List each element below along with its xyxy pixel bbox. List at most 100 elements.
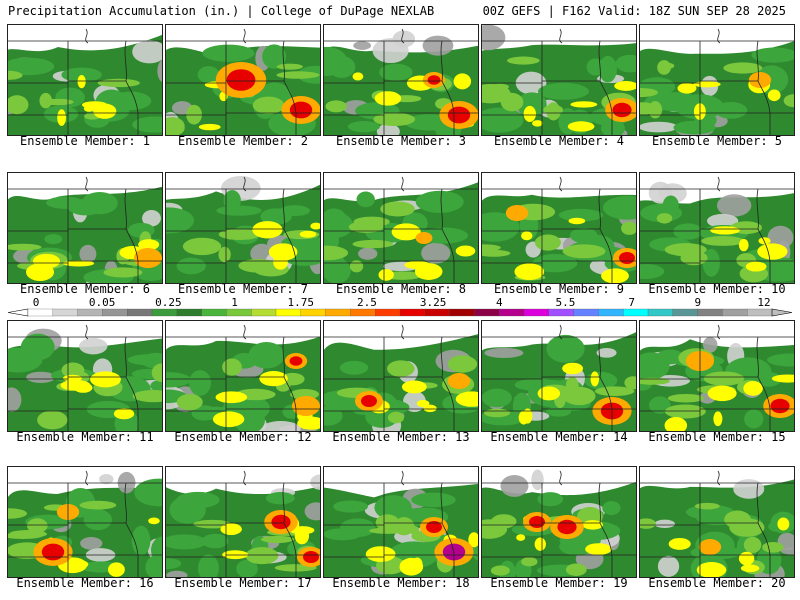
state-borders <box>8 28 162 135</box>
precip-map <box>8 321 162 431</box>
precip-map <box>166 173 320 283</box>
ensemble-member-map <box>481 320 637 432</box>
precip-map <box>324 467 478 577</box>
scale-swatch <box>226 308 252 317</box>
ensemble-member-map <box>7 24 163 136</box>
state-borders <box>482 324 636 431</box>
state-borders <box>482 176 636 283</box>
precip-map <box>324 25 478 135</box>
scale-tick-label: 1.75 <box>287 296 314 309</box>
state-borders <box>8 470 162 577</box>
precip-map <box>482 25 636 135</box>
scale-tick-label: 5.5 <box>556 296 576 309</box>
dry-area <box>482 321 636 351</box>
scale-tick-label: 0.05 <box>89 296 116 309</box>
precip-map <box>324 321 478 431</box>
scale-tick-label: 7 <box>628 296 635 309</box>
ensemble-member-label: Ensemble Member: 12 <box>174 430 312 444</box>
state-borders <box>640 324 794 431</box>
ensemble-member-label: Ensemble Member: 6 <box>19 282 151 296</box>
scale-swatch <box>27 308 54 317</box>
valid-time-label: 00Z GEFS | F162 Valid: 18Z SUN SEP 28 20… <box>482 4 786 18</box>
scale-swatch <box>523 308 550 317</box>
color-scale-bar: 0 0.05 0.25 1 1.75 2.5 3.25 4 5.5 7 9 12 <box>7 296 793 317</box>
scale-swatch <box>325 308 351 317</box>
dry-area <box>8 173 162 200</box>
dry-area <box>8 25 162 52</box>
ensemble-member-label: Ensemble Member: 19 <box>490 576 628 590</box>
ensemble-member-map <box>639 24 795 136</box>
ensemble-member-map <box>323 24 479 136</box>
scale-swatch <box>747 308 773 317</box>
scale-swatch <box>151 308 178 317</box>
state-borders <box>482 28 636 135</box>
scale-swatch <box>647 308 674 317</box>
scale-tick-label: 0 <box>33 296 40 309</box>
scale-swatch <box>176 308 203 317</box>
scale-swatch <box>375 308 401 317</box>
precip-map <box>166 321 320 431</box>
ensemble-member-label: Ensemble Member: 3 <box>335 134 467 148</box>
state-borders <box>166 28 320 135</box>
precip-map <box>640 173 794 283</box>
dry-area <box>640 321 794 351</box>
ensemble-member-label: Ensemble Member: 10 <box>648 282 786 296</box>
state-borders <box>324 28 478 135</box>
ensemble-member-map <box>323 320 479 432</box>
scale-swatch <box>449 308 475 317</box>
precip-map <box>482 321 636 431</box>
scale-swatch <box>722 308 748 317</box>
ensemble-member-label: Ensemble Member: 17 <box>174 576 312 590</box>
ensemble-member-map <box>165 466 321 578</box>
scale-tick-label: 4 <box>496 296 503 309</box>
precip-map <box>482 467 636 577</box>
ensemble-member-label: Ensemble Member: 11 <box>16 430 154 444</box>
dry-area <box>482 173 636 201</box>
scale-tick-label: 0.25 <box>155 296 182 309</box>
scale-swatch <box>77 308 103 317</box>
state-borders <box>324 176 478 283</box>
ensemble-member-map <box>7 320 163 432</box>
ensemble-member-map <box>7 466 163 578</box>
ensemble-member-label: Ensemble Member: 8 <box>335 282 467 296</box>
scale-swatch <box>52 308 79 317</box>
state-borders <box>8 324 162 431</box>
dry-area <box>324 321 478 350</box>
scale-tick-label: 2.5 <box>357 296 377 309</box>
precip-map <box>324 173 478 283</box>
scale-swatch <box>127 308 153 317</box>
state-borders <box>166 176 320 283</box>
scale-swatch <box>548 308 575 317</box>
ensemble-member-map <box>7 172 163 284</box>
scale-max-arrow <box>771 308 793 317</box>
scale-swatch <box>697 308 723 317</box>
scale-tick-label: 3.25 <box>420 296 447 309</box>
ensemble-member-map <box>481 466 637 578</box>
scale-tick-label: 12 <box>757 296 770 309</box>
precip-map <box>640 467 794 577</box>
ensemble-member-map <box>639 320 795 432</box>
ensemble-member-map <box>639 172 795 284</box>
scale-swatch <box>623 308 649 317</box>
scale-swatch <box>672 308 699 317</box>
ensemble-member-label: Ensemble Member: 14 <box>490 430 628 444</box>
state-borders <box>166 470 320 577</box>
ensemble-member-map <box>165 320 321 432</box>
ensemble-member-map <box>323 172 479 284</box>
state-borders <box>482 470 636 577</box>
ensemble-member-label: Ensemble Member: 15 <box>648 430 786 444</box>
scale-swatch <box>499 308 525 317</box>
product-title: Precipitation Accumulation (in.) | Colle… <box>8 4 435 18</box>
ensemble-member-label: Ensemble Member: 2 <box>177 134 309 148</box>
precip-map <box>640 321 794 431</box>
ensemble-member-label: Ensemble Member: 20 <box>648 576 786 590</box>
ensemble-member-map <box>165 24 321 136</box>
precip-map <box>166 467 320 577</box>
dry-area <box>640 25 794 54</box>
state-borders <box>324 470 478 577</box>
state-borders <box>324 324 478 431</box>
ensemble-member-label: Ensemble Member: 13 <box>332 430 470 444</box>
ensemble-member-map <box>639 466 795 578</box>
scale-swatch <box>251 308 277 317</box>
precip-map <box>482 173 636 283</box>
